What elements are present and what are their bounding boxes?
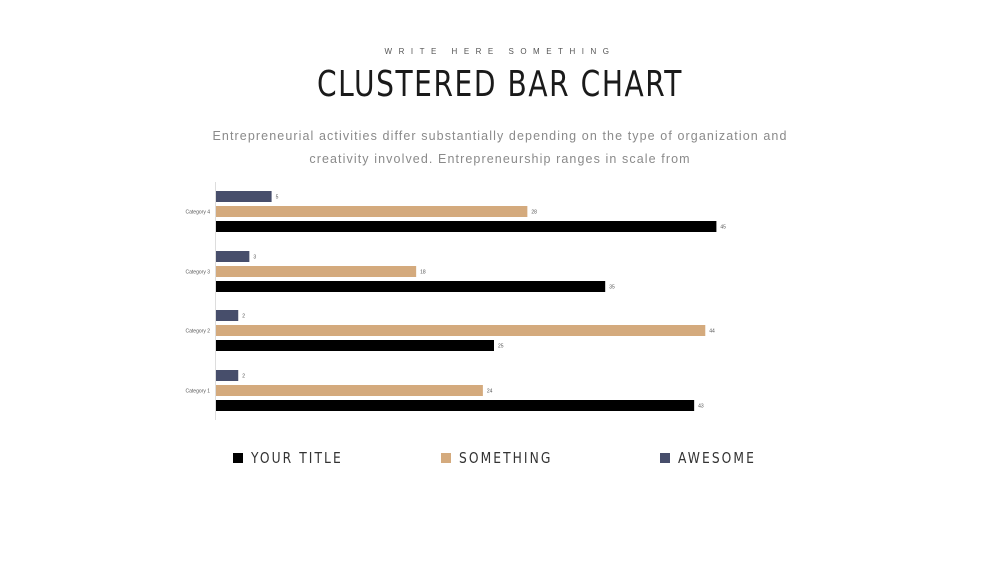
category-label-4: Category 4 [186, 210, 211, 216]
bar-something-category-2 [216, 325, 706, 336]
page-title: CLUSTERED BAR CHART [316, 64, 684, 105]
legend-item-something: SOMETHING [441, 449, 573, 467]
bar-your-title-category-2 [216, 340, 494, 351]
bars-group: Category 1 2 24 43 Category 2 2 44 25 Category 3… [186, 191, 726, 411]
bar-your-title-category-3 [216, 281, 606, 292]
category-label-3: Category 3 [186, 270, 211, 276]
bar-your-title-category-1 [216, 400, 695, 411]
bar-something-category-1 [216, 385, 483, 396]
legend-label-awesome: AWESOME [678, 449, 756, 467]
data-label-your-title-category-4: 45 [720, 225, 726, 231]
legend-swatch-awesome [660, 453, 670, 463]
bar-something-category-3 [216, 266, 417, 277]
eyebrow-text: WRITE HERE SOMETHING [384, 47, 616, 56]
data-label-your-title-category-3: 35 [609, 285, 615, 291]
legend-label-your-title: YOUR TITLE [251, 449, 343, 467]
page-subtitle: Entrepreneurial activities differ substa… [212, 129, 788, 166]
bar-your-title-category-4 [216, 221, 717, 232]
legend-swatch-your-title [233, 453, 243, 463]
data-label-something-category-1: 24 [487, 389, 493, 395]
data-label-awesome-category-1: 2 [242, 374, 245, 380]
data-label-your-title-category-2: 25 [498, 344, 504, 350]
bar-awesome-category-1 [216, 370, 239, 381]
legend-item-awesome: AWESOME [660, 449, 773, 467]
data-label-your-title-category-1: 43 [698, 404, 704, 410]
data-label-something-category-4: 28 [531, 210, 537, 216]
bar-awesome-category-4 [216, 191, 272, 202]
category-label-1: Category 1 [186, 389, 211, 395]
bar-awesome-category-3 [216, 251, 250, 262]
data-label-something-category-3: 18 [420, 270, 426, 276]
legend-item-your-title: YOUR TITLE [233, 449, 363, 467]
data-label-something-category-2: 44 [709, 329, 715, 335]
data-label-awesome-category-2: 2 [242, 314, 245, 320]
chart-legend: YOUR TITLE SOMETHING AWESOME [0, 449, 1000, 471]
legend-label-something: SOMETHING [459, 449, 553, 467]
data-label-awesome-category-3: 3 [253, 255, 256, 261]
bar-something-category-4 [216, 206, 528, 217]
bar-awesome-category-2 [216, 310, 239, 321]
data-label-awesome-category-4: 5 [276, 195, 279, 201]
legend-swatch-something [441, 453, 451, 463]
category-label-2: Category 2 [186, 329, 211, 335]
